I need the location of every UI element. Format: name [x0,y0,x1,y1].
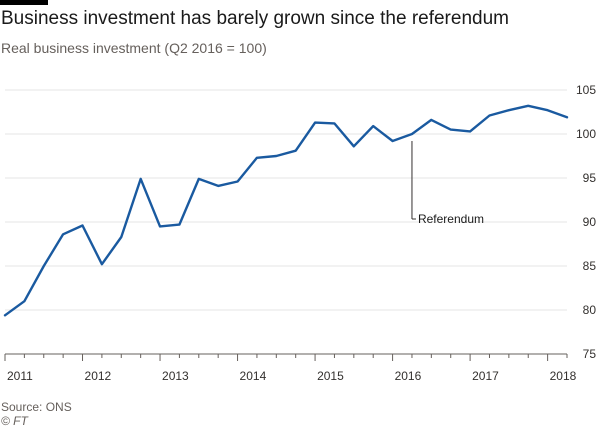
x-tick-label-2012: 2012 [85,369,112,383]
x-tick-label-2013: 2013 [162,369,189,383]
x-tick-label-2017: 2017 [472,369,499,383]
y-tick-label-95: 95 [583,171,597,185]
data-point [508,109,510,111]
data-point [140,178,142,180]
data-point [178,223,180,225]
data-point [62,233,64,235]
data-point [43,265,45,267]
data-point [430,119,432,121]
y-tick-label-75: 75 [583,347,597,361]
data-point [450,128,452,130]
x-tick-label-2014: 2014 [240,369,267,383]
data-point [411,133,413,135]
y-tick-label-80: 80 [583,303,597,317]
data-point [333,122,335,124]
data-point [217,185,219,187]
chart-title: Business investment has barely grown sin… [1,8,509,29]
data-point [81,224,83,226]
data-point [236,180,238,182]
data-point [546,109,548,111]
data-point [159,225,161,227]
chart-subtitle: Real business investment (Q2 2016 = 100) [1,40,267,56]
y-tick-label-105: 105 [576,83,596,97]
data-point [488,114,490,116]
source-note: Source: ONS [1,400,72,414]
data-point [198,178,200,180]
data-point [4,314,6,316]
data-point [372,125,374,127]
x-tick-label-2016: 2016 [395,369,422,383]
data-point [275,155,277,157]
data-point [353,145,355,147]
brand-bar [0,0,48,5]
data-point [527,105,529,107]
data-point [314,121,316,123]
y-tick-label-100: 100 [576,127,596,141]
data-point [295,150,297,152]
y-tick-label-90: 90 [583,215,597,229]
data-point [469,130,471,132]
data-point [391,140,393,142]
x-tick-label-2018: 2018 [550,369,577,383]
x-tick-label-2011: 2011 [7,369,33,383]
series-line-0 [3,104,569,317]
x-tick-label-2015: 2015 [317,369,344,383]
annotation-label: Referendum [418,212,484,226]
data-point [101,263,103,265]
credit-note: © FT [1,414,28,428]
data-point [120,236,122,238]
data-point [256,157,258,159]
data-point [23,300,25,302]
y-tick-label-85: 85 [583,259,597,273]
data-point [566,116,568,118]
